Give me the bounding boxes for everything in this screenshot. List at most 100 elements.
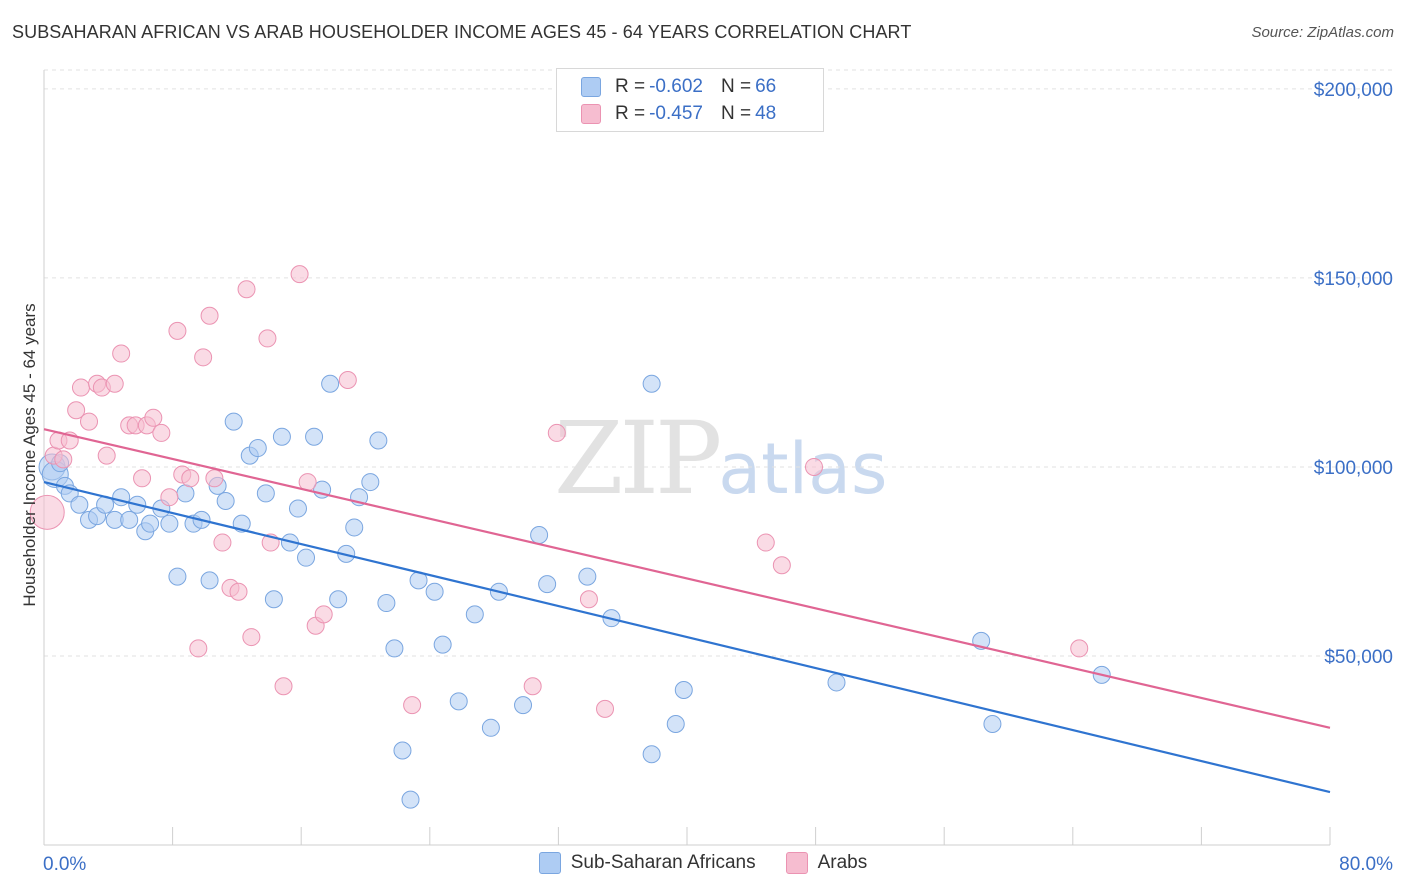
- legend-r-value: -0.457: [649, 103, 703, 124]
- legend-n-label: N =: [720, 76, 752, 97]
- point-arab: [194, 348, 213, 367]
- point-subsaharan: [449, 692, 468, 711]
- point-arab: [105, 374, 124, 393]
- point-arab: [112, 344, 131, 363]
- point-subsaharan: [481, 718, 500, 737]
- y-tick-label: $100,000: [1314, 458, 1393, 479]
- legend-r-label: R =: [615, 76, 646, 97]
- point-arab: [229, 582, 248, 601]
- point-arab: [168, 321, 187, 340]
- point-subsaharan: [224, 412, 243, 431]
- point-subsaharan: [578, 567, 597, 586]
- point-arab: [242, 628, 261, 647]
- y-tick-label: $50,000: [1324, 647, 1393, 668]
- point-arab: [314, 605, 333, 624]
- point-arab: [80, 412, 99, 431]
- data-points: [29, 265, 1111, 809]
- legend-item-arabs[interactable]: Arabs: [785, 852, 868, 874]
- series-legend: Sub-Saharan Africans Arabs: [0, 852, 1406, 874]
- point-subsaharan: [827, 673, 846, 692]
- point-subsaharan: [160, 514, 179, 533]
- point-subsaharan: [176, 484, 195, 503]
- legend-swatch-blue: [581, 77, 601, 97]
- point-arab: [67, 401, 86, 420]
- point-subsaharan: [264, 590, 283, 609]
- point-subsaharan: [433, 635, 452, 654]
- point-subsaharan: [288, 499, 307, 518]
- point-arab: [523, 677, 542, 696]
- correlation-legend: R = -0.602 N = 66 R = -0.457 N = 48: [556, 68, 824, 132]
- point-arab: [54, 450, 73, 469]
- point-arab: [596, 699, 615, 718]
- legend-item-subsaharan[interactable]: Sub-Saharan Africans: [538, 852, 756, 874]
- point-subsaharan: [377, 594, 396, 613]
- chart-title: SUBSAHARAN AFRICAN VS ARAB HOUSEHOLDER I…: [12, 22, 912, 42]
- legend-r-value: -0.602: [649, 76, 703, 97]
- point-subsaharan: [514, 696, 533, 715]
- point-arab: [213, 533, 232, 552]
- legend-label: Arabs: [817, 852, 868, 873]
- point-arab: [205, 469, 224, 488]
- point-subsaharan: [297, 548, 316, 567]
- point-arab: [547, 423, 566, 442]
- point-subsaharan: [666, 715, 685, 734]
- point-arab: [772, 556, 791, 575]
- point-subsaharan: [70, 495, 89, 514]
- point-arab: [152, 423, 171, 442]
- point-arab: [403, 696, 422, 715]
- point-arab: [189, 639, 208, 658]
- y-axis-label: Householder Income Ages 45 - 64 years: [20, 303, 39, 607]
- axes: [43, 70, 1331, 846]
- point-subsaharan: [674, 681, 693, 699]
- y-tick-label: $200,000: [1314, 80, 1393, 101]
- point-arab: [133, 469, 152, 488]
- point-subsaharan: [385, 639, 404, 658]
- point-subsaharan: [393, 741, 412, 760]
- point-arab: [181, 469, 200, 488]
- source-label: Source: ZipAtlas.com: [1251, 24, 1394, 41]
- point-subsaharan: [120, 510, 139, 529]
- point-subsaharan: [465, 605, 484, 624]
- point-arab: [756, 533, 775, 552]
- watermark-zip: ZIP: [554, 400, 722, 517]
- legend-n-value: 48: [755, 103, 777, 124]
- point-subsaharan: [983, 715, 1002, 734]
- point-arab: [200, 306, 219, 325]
- point-subsaharan: [361, 473, 380, 492]
- x-tick-label: 0.0%: [43, 854, 86, 875]
- point-subsaharan: [425, 582, 444, 601]
- trend-line-subsaharan: [43, 481, 1331, 794]
- point-arab: [274, 677, 293, 696]
- point-arab: [1070, 639, 1089, 658]
- legend-n-label: N =: [720, 103, 752, 124]
- y-tick-label: $150,000: [1314, 269, 1393, 290]
- point-subsaharan: [305, 427, 324, 446]
- point-subsaharan: [321, 374, 340, 393]
- point-arab: [29, 494, 65, 530]
- legend-swatch-blue: [538, 852, 561, 874]
- grid-lines: [44, 69, 1395, 657]
- point-subsaharan: [216, 491, 235, 510]
- point-subsaharan: [642, 374, 661, 393]
- point-subsaharan: [168, 567, 187, 586]
- point-arab: [338, 371, 357, 389]
- point-arab: [258, 329, 277, 348]
- legend-row-arabs: R = -0.457 N = 48: [581, 102, 776, 126]
- point-subsaharan: [248, 439, 267, 458]
- point-arab: [144, 408, 163, 427]
- point-arab: [237, 280, 256, 299]
- point-arab: [71, 378, 90, 397]
- point-arab: [804, 457, 823, 476]
- point-arab: [290, 265, 309, 284]
- point-subsaharan: [200, 571, 219, 590]
- point-subsaharan: [369, 431, 388, 450]
- legend-n-value: 66: [755, 76, 777, 97]
- point-subsaharan: [345, 518, 364, 537]
- point-arab: [579, 590, 598, 609]
- watermark-atlas: atlas: [718, 428, 888, 510]
- point-subsaharan: [256, 484, 275, 503]
- point-subsaharan: [530, 526, 549, 544]
- point-subsaharan: [141, 514, 160, 533]
- x-tick-label: 80.0%: [1339, 854, 1393, 875]
- legend-swatch-pink: [581, 104, 601, 124]
